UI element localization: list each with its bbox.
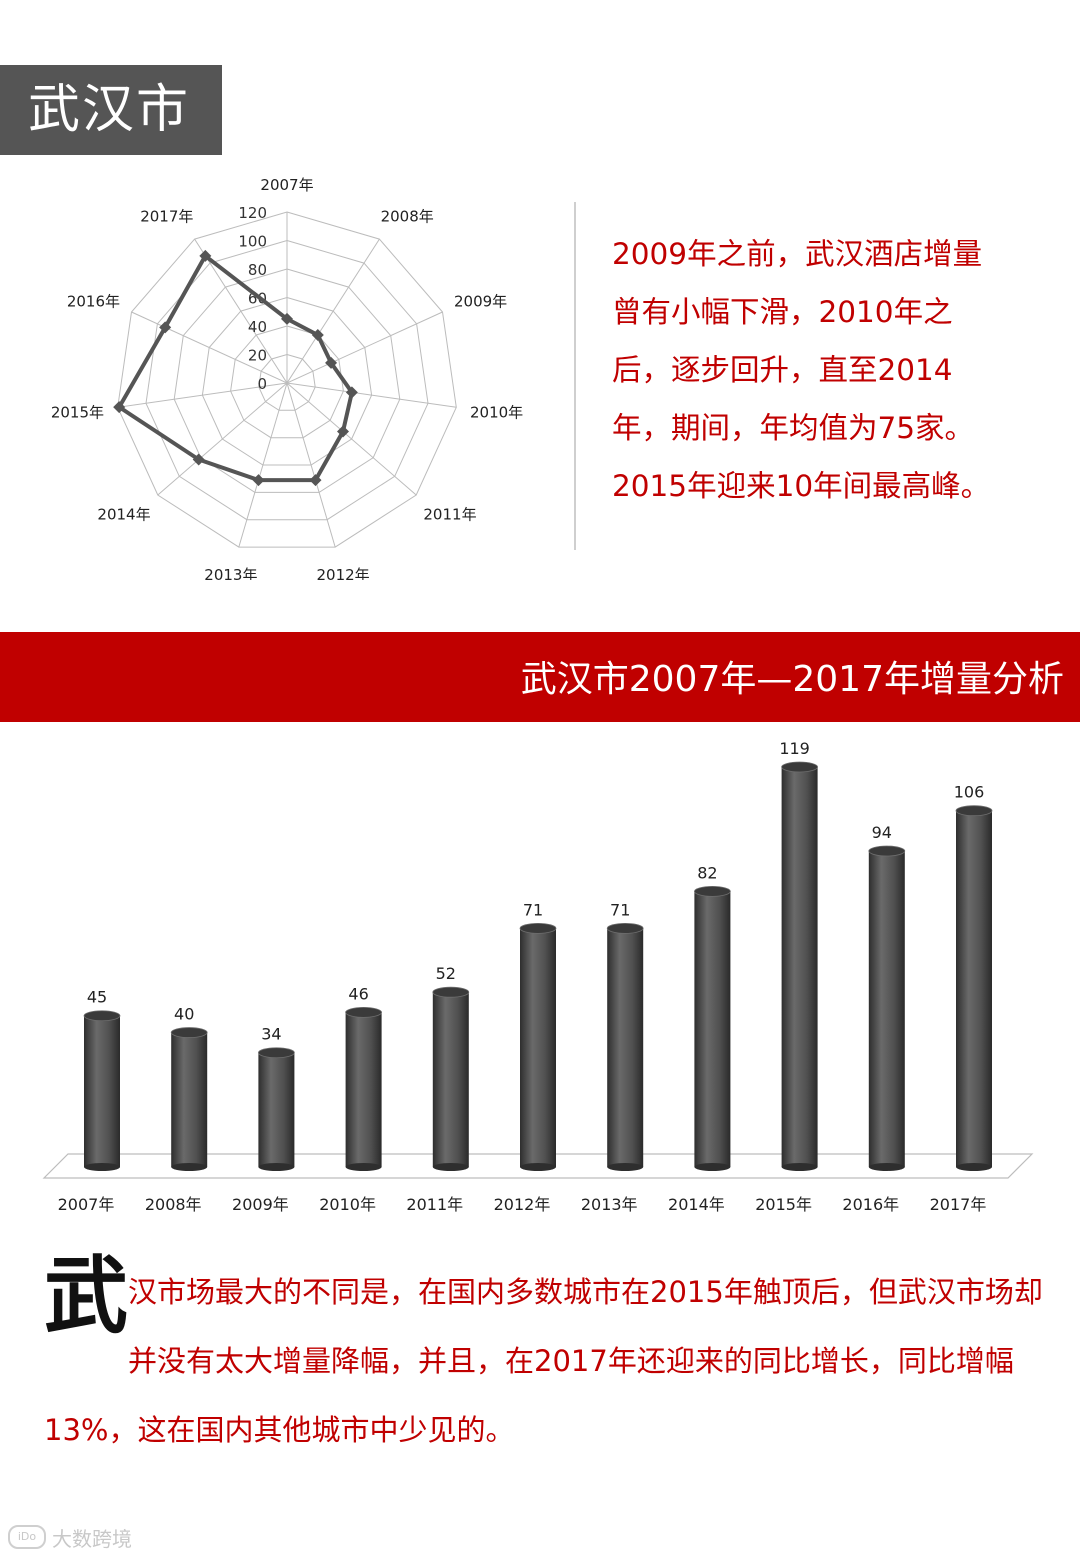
radar-spoke (194, 238, 288, 384)
radar-point (192, 453, 205, 466)
bar-category-label: 2011年 (406, 1195, 463, 1214)
bar-category-label: 2009年 (232, 1195, 289, 1214)
radar-tick-label: 100 (238, 233, 267, 251)
radar-tick-label: 120 (238, 204, 267, 222)
radar-spoke (286, 311, 443, 384)
bar-category-label: 2014年 (668, 1195, 725, 1214)
watermark: iDo 大数跨境 (8, 1522, 132, 1552)
bar (694, 885, 731, 1171)
radar-spoke (131, 311, 288, 384)
radar-series-line (117, 253, 354, 483)
bar-value-label: 40 (174, 1005, 194, 1024)
radar-point (325, 356, 338, 369)
divider (574, 202, 576, 550)
bar-value-label: 52 (436, 964, 456, 983)
bar (170, 1027, 208, 1171)
bar-value-label: 106 (954, 783, 985, 802)
radar-point (159, 321, 172, 334)
bar (345, 1006, 383, 1171)
radar-category-label: 2011年 (423, 505, 476, 523)
radar-point (311, 329, 324, 342)
radar-category-label: 2007年 (260, 176, 313, 194)
bar (781, 761, 818, 1171)
watermark-logo-icon: iDo (8, 1525, 46, 1549)
bar-category-label: 2010年 (319, 1195, 376, 1214)
city-title: 武汉市 (0, 65, 222, 155)
summary-text: 2009年之前，武汉酒店增量 曾有小幅下滑，2010年之 后，逐步回升，直至20… (612, 225, 1052, 515)
radar-grid-ring (117, 211, 457, 548)
radar-category-label: 2015年 (51, 403, 104, 421)
radar-spoke (157, 382, 288, 496)
radar-grid-ring (201, 296, 373, 466)
analysis-text: 汉市场最大的不同是，在国内多数城市在2015年触顶后，但武汉市场却并没有太大增量… (44, 1275, 1043, 1447)
radar-tick-label: 0 (257, 375, 267, 393)
bar-category-label: 2008年 (145, 1195, 202, 1214)
summary-line: 2015年迎来10年间最高峰。 (612, 469, 991, 503)
radar-category-label: 2012年 (317, 566, 370, 580)
bar-value-label: 119 (779, 739, 810, 758)
radar-category-label: 2008年 (381, 208, 434, 226)
radar-category-label: 2010年 (470, 403, 523, 421)
section-banner: 武汉市2007年—2017年增量分析 (0, 632, 1080, 722)
bar-value-label: 94 (872, 823, 892, 842)
radar-grid-ring (145, 239, 429, 521)
summary-line: 曾有小幅下滑，2010年之 (612, 295, 953, 329)
bar-category-label: 2013年 (581, 1195, 638, 1214)
bar (606, 922, 644, 1171)
bar (257, 1047, 295, 1171)
bar-value-label: 71 (610, 900, 630, 919)
bar-chart: 45 40 34 46 52 71 71 82 119 94 106 2007年 2008年 2009年… (42, 739, 1034, 1214)
radar-grid-ring (173, 268, 401, 493)
bar (519, 922, 557, 1171)
radar-spoke (286, 382, 457, 408)
radar-category-label: 2013年 (204, 566, 257, 580)
bar-category-label: 2015年 (755, 1195, 812, 1214)
summary-line: 年，期间，年均值为75家。 (612, 411, 975, 445)
bar-category-label: 2016年 (842, 1195, 899, 1214)
bar-category-label: 2007年 (58, 1195, 115, 1214)
radar-point (199, 249, 212, 262)
radar-point (337, 425, 350, 438)
bar (432, 986, 470, 1171)
radar-spoke (238, 382, 288, 548)
radar-tick-label: 40 (248, 318, 267, 336)
radar-point (113, 401, 126, 414)
radar-point (281, 312, 293, 325)
radar-spoke (286, 238, 380, 384)
summary-line: 2009年之前，武汉酒店增量 (612, 237, 983, 271)
bar-value-label: 82 (697, 863, 717, 882)
radar-spoke (117, 382, 288, 408)
watermark-text: 大数跨境 (52, 1526, 132, 1551)
radar-category-label: 2009年 (454, 292, 507, 310)
bar-value-label: 45 (87, 988, 107, 1007)
radar-point (345, 386, 358, 399)
bar (83, 1010, 121, 1171)
bar-value-label: 71 (523, 900, 543, 919)
radar-category-label: 2016年 (67, 292, 120, 310)
bar-value-label: 46 (348, 984, 368, 1003)
drop-cap: 武 (44, 1247, 129, 1345)
radar-grid-ring (230, 325, 344, 439)
radar-category-label: 2014年 (97, 505, 150, 523)
radar-spoke (286, 382, 417, 496)
bar-value-label: 34 (261, 1025, 281, 1044)
bar-category-label: 2017年 (930, 1195, 987, 1214)
section-title: 武汉市2007年—2017年增量分析 (520, 659, 1064, 700)
bar (955, 805, 993, 1171)
radar-tick-label: 80 (248, 261, 267, 279)
analysis-paragraph: 武 汉市场最大的不同是，在国内多数城市在2015年触顶后，但武汉市场却并没有太大… (44, 1254, 1044, 1465)
radar-tick-label: 20 (248, 347, 267, 365)
bar-category-label: 2012年 (494, 1195, 551, 1214)
radar-category-label: 2017年 (140, 208, 193, 226)
summary-line: 后，逐步回升，直至2014 (612, 353, 953, 387)
radar-point (252, 474, 265, 487)
radar-spoke (286, 382, 336, 548)
radar-grid-ring (258, 353, 316, 411)
radar-point (309, 474, 322, 487)
bar (868, 845, 906, 1171)
